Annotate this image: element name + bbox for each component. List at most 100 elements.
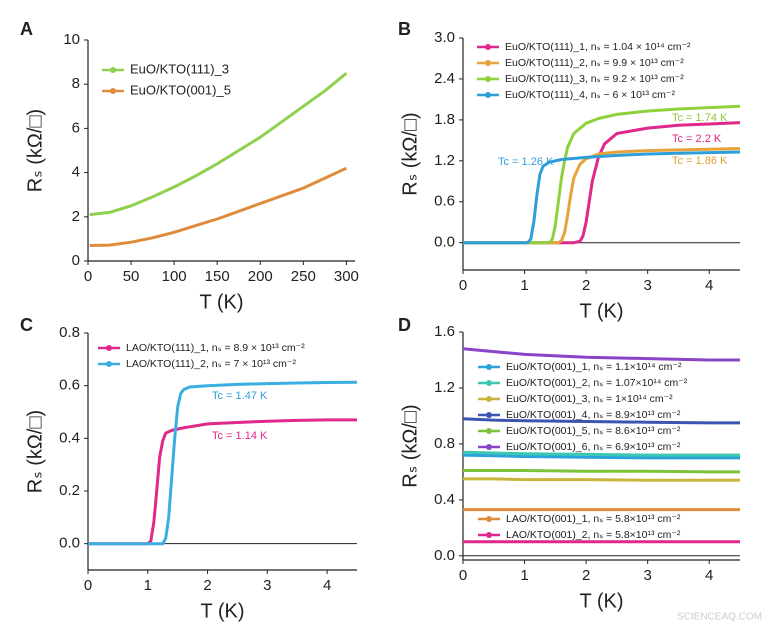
x-tick-label: 100 (162, 268, 187, 285)
x-tick-label: 150 (205, 268, 230, 285)
annotation: Tc = 1.26 K (498, 156, 554, 168)
legend-label: EuO/KTO(001)_3, nₛ = 1×10¹⁴ cm⁻² (506, 393, 673, 405)
series-line (462, 417, 740, 425)
series-line (463, 477, 740, 482)
legend-marker (486, 428, 492, 434)
legend-marker (110, 67, 116, 73)
legend-label: EuO/KTO(001)_6, nₛ = 6.9×10¹³ cm⁻² (506, 441, 681, 453)
legend-label: EuO/KTO(111)_1, nₛ = 1.04 × 10¹⁴ cm⁻² (505, 41, 691, 53)
y-tick-label: 0.4 (59, 429, 80, 446)
x-tick-label: 2 (582, 567, 590, 584)
y-tick-label: 0.8 (434, 435, 455, 452)
series-line (463, 147, 741, 245)
x-tick-label: 4 (705, 567, 713, 584)
legend-marker (486, 516, 492, 522)
series-line (89, 72, 348, 217)
x-tick-label: 300 (334, 268, 359, 285)
legend-label: EuO/KTO(111)_4, nₛ ~ 6 × 10¹³ cm⁻² (505, 89, 675, 101)
legend-label: EuO/KTO(111)_2, nₛ = 9.9 × 10¹³ cm⁻² (505, 57, 684, 69)
legend-marker (486, 444, 492, 450)
y-tick-label: 6 (72, 119, 80, 136)
y-tick-label: 4 (72, 164, 80, 181)
y-tick-label: 1.2 (434, 379, 455, 396)
y-axis-title: Rₛ (kΩ/□) (399, 404, 421, 487)
y-tick-label: 1.2 (434, 152, 455, 169)
legend-marker (485, 76, 491, 82)
panel-label: C (20, 315, 33, 335)
x-tick-label: 3 (643, 277, 651, 294)
legend-label: EuO/KTO(001)_4, nₛ = 8.9×10¹³ cm⁻² (506, 409, 681, 421)
annotation: Tc = 2.2 K (672, 133, 722, 145)
legend-marker (486, 532, 492, 538)
annotation: Tc = 1.86 K (672, 155, 728, 167)
x-tick-label: 50 (123, 268, 140, 285)
x-tick-label: 1 (520, 567, 528, 584)
series-line (462, 453, 740, 460)
y-tick-label: 0.0 (59, 535, 80, 552)
legend-label: LAO/KTO(001)_2, nₛ = 5.8×10¹³ cm⁻² (506, 529, 681, 541)
panel-label: D (398, 315, 411, 335)
x-axis-title: T (K) (199, 291, 243, 313)
x-axis-title: T (K) (579, 300, 623, 322)
panel-label: A (20, 19, 33, 39)
y-tick-label: 0.4 (434, 491, 455, 508)
legend-label: EuO/KTO(001)_2, nₛ = 1.07×10¹⁴ cm⁻² (506, 377, 688, 389)
y-tick-label: 0 (72, 252, 80, 269)
series-line (462, 347, 740, 362)
y-tick-label: 8 (72, 75, 80, 92)
legend-marker (486, 364, 492, 370)
y-tick-label: 0.0 (434, 547, 455, 564)
y-axis-title: Rₛ (kΩ/□) (24, 109, 46, 192)
legend-label: LAO/KTO(111)_2, nₛ = 7 × 10¹³ cm⁻² (126, 358, 296, 370)
series-line (88, 380, 358, 546)
legend-marker (106, 345, 112, 351)
series-line (463, 104, 741, 245)
legend-label: EuO/KTO(111)_3 (130, 61, 229, 76)
panel-label: B (398, 19, 411, 39)
annotation: Tc = 1.74 K (672, 112, 728, 124)
y-axis-title: Rₛ (kΩ/□) (399, 112, 421, 195)
y-tick-label: 3.0 (434, 29, 455, 46)
x-tick-label: 3 (263, 577, 271, 594)
y-tick-label: 0.8 (59, 324, 80, 341)
x-axis-title: T (K) (579, 590, 623, 612)
y-axis-title: Rₛ (kΩ/□) (24, 410, 46, 493)
x-tick-label: 3 (643, 567, 651, 584)
x-tick-label: 2 (203, 577, 211, 594)
y-tick-label: 1.6 (434, 323, 455, 340)
y-tick-label: 0.2 (59, 482, 80, 499)
legend-marker (486, 412, 492, 418)
series-line (462, 450, 740, 457)
legend-label: LAO/KTO(111)_1, nₛ = 8.9 × 10¹³ cm⁻² (126, 342, 305, 354)
y-tick-label: 0.0 (434, 234, 455, 251)
x-tick-label: 0 (84, 577, 92, 594)
x-tick-label: 4 (705, 277, 713, 294)
legend-marker (110, 88, 116, 94)
x-tick-label: 250 (291, 268, 316, 285)
y-tick-label: 0.6 (59, 377, 80, 394)
y-tick-label: 0.6 (434, 193, 455, 210)
legend-marker (485, 44, 491, 50)
x-tick-label: 0 (459, 567, 467, 584)
y-tick-label: 2 (72, 208, 80, 225)
legend-label: EuO/KTO(001)_5, nₛ = 8.6×10¹³ cm⁻² (506, 425, 681, 437)
y-tick-label: 2.4 (434, 70, 455, 87)
legend-label: EuO/KTO(001)_1, nₛ = 1.1×10¹⁴ cm⁻² (506, 361, 682, 373)
watermark: SCIENCEAQ.COM (677, 612, 762, 623)
annotation: Tc = 1.14 K (212, 430, 268, 442)
y-tick-label: 1.8 (434, 111, 455, 128)
legend-label: EuO/KTO(111)_3, nₛ = 9.2 × 10¹³ cm⁻² (505, 73, 684, 85)
x-tick-label: 1 (520, 277, 528, 294)
y-tick-label: 10 (63, 31, 80, 48)
x-axis-title: T (K) (200, 600, 244, 622)
legend-marker (486, 380, 492, 386)
x-tick-label: 200 (248, 268, 273, 285)
series-line (463, 469, 740, 474)
legend-marker (485, 60, 491, 66)
legend-marker (485, 92, 491, 98)
annotation: Tc = 1.47 K (212, 390, 268, 402)
series-line (463, 121, 741, 245)
legend-marker (486, 396, 492, 402)
x-tick-label: 0 (459, 277, 467, 294)
